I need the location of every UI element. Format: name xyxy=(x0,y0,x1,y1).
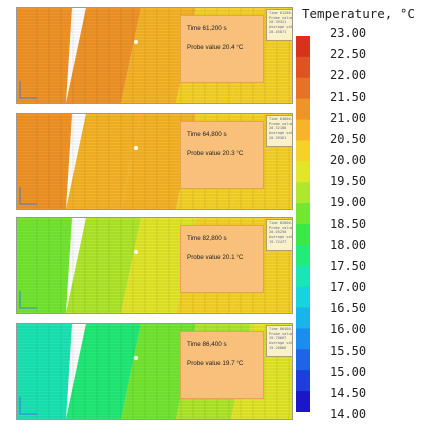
side-average-value: 20.45871 xyxy=(269,29,287,34)
side-values-box: Time 82800.00 s Probe value 20.05250 Ave… xyxy=(266,219,293,251)
color-scale-tick-label: 21.50 xyxy=(330,89,367,104)
legend-title: Temperature, °C xyxy=(302,6,415,21)
color-scale-tick-label: 16.50 xyxy=(330,301,367,316)
side-average-label: Average value xyxy=(269,341,293,346)
time-label: Time 86,400 s xyxy=(187,341,227,348)
color-scale-segment xyxy=(296,370,310,392)
side-probe-value: 20.05250 xyxy=(269,230,287,235)
color-scale-tick-label: 14.00 xyxy=(330,407,367,421)
axis-triad-icon xyxy=(19,397,37,415)
temperature-band xyxy=(121,324,196,419)
color-scale-segment xyxy=(296,182,310,204)
contour-panel-3: Time 82,800 s Probe value 20.1 °C Time 8… xyxy=(16,217,293,314)
color-scale-segment xyxy=(296,203,310,225)
side-time: Time 64800.00 s xyxy=(269,117,293,121)
side-time: Time 82800.00 s xyxy=(269,221,293,225)
temperature-band xyxy=(121,114,196,209)
axis-triad-icon xyxy=(19,187,37,205)
color-scale-tick-label: 22.50 xyxy=(330,47,367,62)
color-scale-tick-label: 22.00 xyxy=(330,68,367,83)
color-scale-tick-label: 21.00 xyxy=(330,110,367,125)
side-probe-label: Probe value xyxy=(269,331,293,336)
temperature-band xyxy=(17,8,72,103)
color-scale-bar xyxy=(296,36,310,412)
color-scale-tick-label: 14.50 xyxy=(330,385,367,400)
axis-triad-icon xyxy=(19,81,37,99)
probe-point xyxy=(134,146,138,150)
side-values-box: Time 61200.00 s Probe value 20.39321 Ave… xyxy=(266,9,293,41)
side-probe-label: Probe value xyxy=(269,121,293,126)
contour-panel-4: Time 86,400 s Probe value 19.7 °C Time 8… xyxy=(16,323,293,420)
axis-triad-icon xyxy=(19,291,37,309)
color-scale-tick-label: 17.50 xyxy=(330,258,367,273)
color-scale-tick-label: 19.50 xyxy=(330,174,367,189)
color-scale-tick-label: 23.00 xyxy=(330,26,367,40)
color-scale-segment xyxy=(296,98,310,121)
color-scale-tick-label: 18.00 xyxy=(330,237,367,252)
color-scale-segment xyxy=(296,119,310,141)
color-scale-segment xyxy=(296,349,310,371)
color-scale-tick-label: 15.50 xyxy=(330,343,367,358)
info-box: Time 82,800 s Probe value 20.1 °C xyxy=(180,225,264,293)
side-probe-label: Probe value xyxy=(269,225,293,230)
color-scale-segment xyxy=(296,286,310,309)
time-label: Time 82,800 s xyxy=(187,235,227,242)
color-scale-segment xyxy=(296,161,310,183)
side-average-value: 19.72477 xyxy=(269,239,287,244)
side-probe-label: Probe value xyxy=(269,15,293,20)
color-scale-segment xyxy=(296,265,310,288)
temperature-band xyxy=(17,114,72,209)
color-scale-tick-label: 17.00 xyxy=(330,280,367,294)
color-scale-tick-label: 16.00 xyxy=(330,322,367,337)
color-scale-tick-label: 18.50 xyxy=(330,216,367,231)
side-values-box: Time 86400.00 s Probe value 19.70667 Ave… xyxy=(266,325,293,357)
color-scale-segment xyxy=(296,391,310,412)
color-scale-segment xyxy=(296,56,310,79)
side-probe-value: 19.70667 xyxy=(269,336,287,341)
color-scale-tick-label: 20.00 xyxy=(330,153,367,167)
temperature-band xyxy=(66,218,141,313)
color-scale-segment xyxy=(296,307,310,329)
color-scale-tick-label: 15.00 xyxy=(330,364,367,379)
time-label: Time 64,800 s xyxy=(187,131,227,138)
color-scale-segment xyxy=(296,140,310,162)
probe-label: Probe value 20.4 °C xyxy=(187,44,244,51)
side-average-label: Average value xyxy=(269,25,293,30)
color-scale-tick-label: 19.00 xyxy=(330,195,367,210)
color-scale-tick-label: 20.50 xyxy=(330,131,367,146)
side-average-value: 20.39361 xyxy=(269,135,287,140)
color-scale-segment xyxy=(296,328,310,350)
info-box: Time 64,800 s Probe value 20.3 °C xyxy=(180,121,264,189)
side-average-label: Average value xyxy=(269,131,293,136)
probe-label: Probe value 20.1 °C xyxy=(187,254,244,261)
info-box: Time 61,200 s Probe value 20.4 °C xyxy=(180,15,264,83)
color-scale-segment xyxy=(296,244,310,267)
contour-panel-1: Time 61,200 s Probe value 20.4 °C Time 6… xyxy=(16,7,293,104)
side-probe-value: 20.32188 xyxy=(269,126,287,131)
temperature-band xyxy=(66,324,141,419)
temperature-band xyxy=(17,324,72,419)
contour-panel-2: Time 64,800 s Probe value 20.3 °C Time 6… xyxy=(16,113,293,210)
side-average-value: 19.20866 xyxy=(269,345,287,350)
side-average-label: Average value xyxy=(269,235,293,240)
temperature-band xyxy=(121,218,196,313)
probe-point xyxy=(134,250,138,254)
color-scale-segment xyxy=(296,77,310,100)
probe-point xyxy=(134,356,138,360)
probe-point xyxy=(134,40,138,44)
temperature-band xyxy=(66,114,141,209)
side-probe-value: 20.39321 xyxy=(269,20,287,25)
info-box: Time 86,400 s Probe value 19.7 °C xyxy=(180,331,264,399)
temperature-band xyxy=(17,218,72,313)
probe-label: Probe value 20.3 °C xyxy=(187,150,244,157)
color-scale-segment xyxy=(296,36,310,58)
side-time: Time 61200.00 s xyxy=(269,11,293,15)
color-scale-segment xyxy=(296,224,310,246)
temperature-band xyxy=(121,8,196,103)
temperature-band xyxy=(66,8,141,103)
side-values-box: Time 64800.00 s Probe value 20.32188 Ave… xyxy=(266,115,293,147)
time-label: Time 61,200 s xyxy=(187,25,227,32)
side-time: Time 86400.00 s xyxy=(269,327,293,331)
probe-label: Probe value 19.7 °C xyxy=(187,360,244,367)
